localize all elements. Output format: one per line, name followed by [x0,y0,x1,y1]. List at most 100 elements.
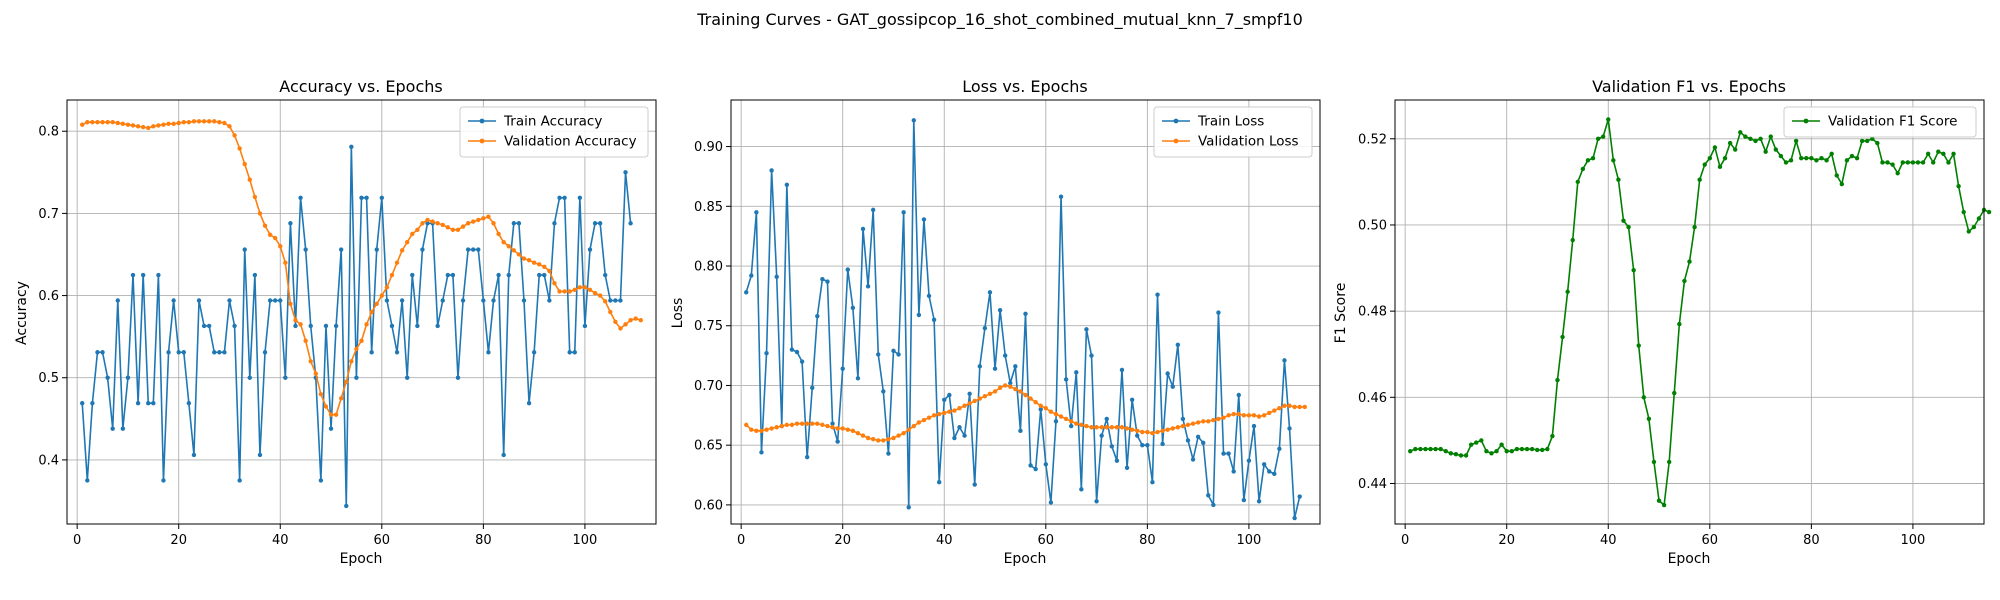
train-accuracy-point [608,298,613,303]
validation-f1-score-point [1773,147,1779,152]
validation-f1-score-point [1499,442,1504,447]
validation-loss-point [1190,421,1196,426]
validation-loss-point [1018,389,1023,394]
validation-f1-score-point [1748,136,1753,141]
validation-f1-score-point [1951,151,1956,157]
train-loss-point [1180,416,1186,422]
validation-f1-score-point [1753,138,1758,144]
validation-accuracy-point [420,221,425,226]
train-accuracy-point [85,478,90,483]
validation-loss-point [1216,416,1221,422]
validation-loss-legend-label: Validation Loss [1198,134,1299,150]
train-accuracy-point [587,247,593,252]
validation-f1-score-point [1413,446,1418,452]
loss-y-tick-label: 0.70 [694,379,723,394]
train-accuracy-point [389,323,395,329]
train-accuracy-point [191,452,197,458]
validation-accuracy-point [105,119,110,125]
validation-accuracy-point [328,412,334,417]
train-loss-point [916,312,922,318]
f1-legend: Validation F1 Score [1783,106,1977,138]
train-loss-point [962,433,967,438]
accuracy-x-tick-label: 100 [572,533,597,548]
loss-panel-title: Loss vs. Epochs [962,77,1087,96]
validation-f1-score-point [1677,321,1682,327]
figure-suptitle: Training Curves - GAT_gossipcop_16_shot_… [696,10,1303,30]
train-loss-point [825,279,830,284]
validation-accuracy-point [333,412,339,417]
validation-loss-point [855,431,861,436]
train-loss-point [972,482,977,487]
f1-legend-box [1783,106,1977,138]
validation-accuracy-point [557,289,562,294]
train-loss-point [1023,311,1028,316]
train-loss-point [830,421,835,426]
validation-accuracy-point [531,260,537,265]
validation-accuracy-point [415,227,420,233]
validation-f1-score-point [1448,451,1454,456]
validation-f1-score-point [1529,446,1535,452]
f1-y-tick-label: 0.46 [1358,391,1387,406]
train-accuracy-point [394,350,400,355]
validation-loss-point [794,421,800,426]
validation-loss-point [972,398,977,404]
train-loss-point [1079,487,1084,492]
train-accuracy-point [176,350,181,355]
validation-loss-point [804,421,810,426]
train-accuracy-point [405,375,410,380]
train-loss-point [1033,466,1038,472]
train-loss-point [921,217,927,222]
accuracy-x-tick-label: 40 [272,533,289,548]
validation-accuracy-point [247,177,252,182]
train-accuracy-point [501,452,506,458]
train-loss-point [952,435,957,441]
validation-f1-score-point [1814,158,1819,163]
validation-loss-point [1267,410,1272,416]
validation-f1-score-point [1717,164,1723,169]
train-loss-point [1185,438,1191,443]
train-accuracy-point [222,350,227,355]
train-loss-point [754,210,759,215]
validation-loss-point [1170,426,1175,431]
validation-f1-score-point [1875,140,1880,146]
train-accuracy-point [486,350,491,355]
train-accuracy-legend-label: Train Accuracy [503,114,602,130]
train-loss-point [1058,194,1064,199]
validation-accuracy-point [547,268,552,274]
validation-loss-point [1185,422,1191,428]
validation-loss-point [1165,427,1170,432]
validation-f1-score-point [1692,224,1697,230]
train-loss-point [1028,463,1033,468]
loss-y-tick-label: 0.80 [694,260,723,275]
validation-accuracy-point [491,221,496,226]
validation-loss-point [967,401,972,406]
validation-loss-point [1160,428,1165,434]
train-accuracy-point [212,350,217,355]
validation-accuracy-point [465,221,471,226]
validation-loss-point [1201,419,1206,424]
validation-f1-score-point [1636,343,1641,348]
train-accuracy-point [135,401,141,406]
validation-accuracy-point [537,262,542,267]
validation-accuracy-point [298,322,303,327]
train-accuracy-point [146,401,151,406]
validation-loss-point [870,437,876,442]
validation-f1-score-point [1819,155,1824,161]
validation-accuracy-point [227,124,232,129]
validation-f1-score-point [1423,446,1428,452]
validation-accuracy-point [80,122,85,127]
train-loss-point [876,352,881,357]
validation-loss-point [1114,425,1120,430]
validation-accuracy-point [425,217,430,223]
validation-accuracy-point [125,122,131,127]
validation-f1-score-point [1595,136,1601,141]
train-loss-point [789,347,795,352]
validation-accuracy-point [146,125,151,131]
validation-accuracy-point [506,244,511,249]
validation-loss-point [754,428,759,434]
validation-accuracy-point [308,359,313,364]
train-accuracy-point [166,350,171,355]
validation-f1-score-point [1468,442,1474,447]
validation-accuracy-point [481,216,486,221]
loss-y-tick-label: 0.90 [694,140,723,155]
